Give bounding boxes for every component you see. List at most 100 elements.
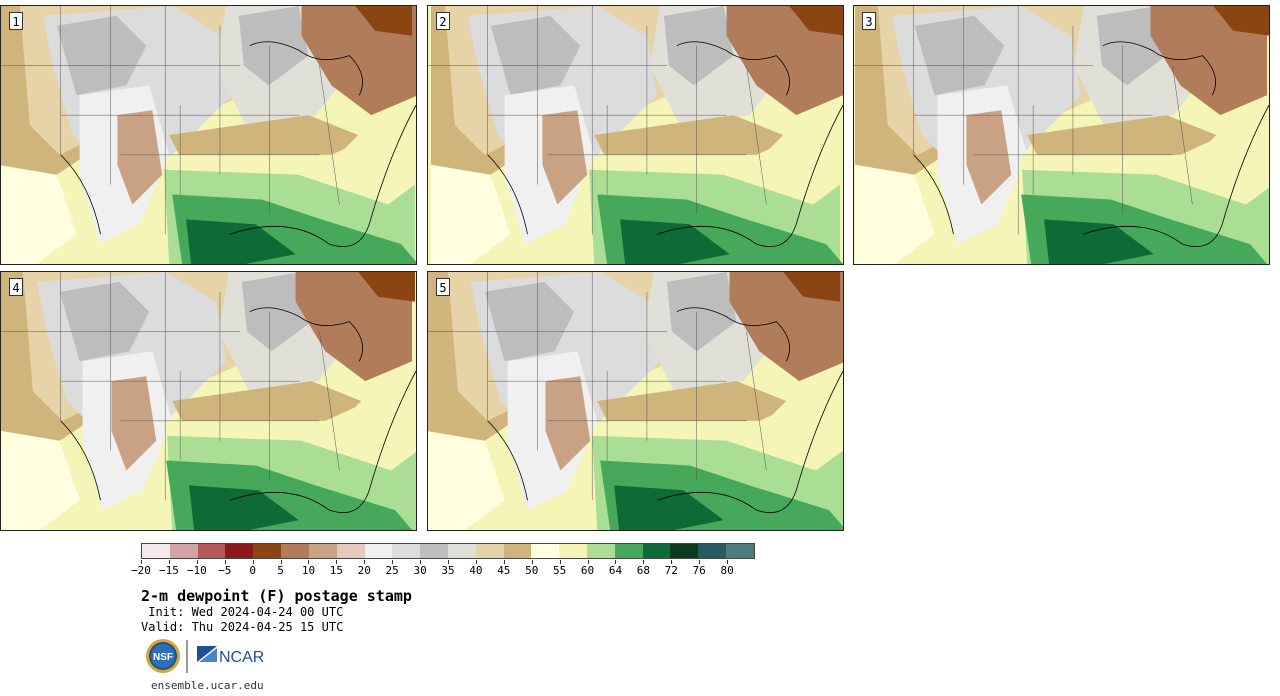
- map-drawing: [428, 6, 843, 264]
- state-boundary: [319, 65, 340, 205]
- colorbar-tick-label: −20: [131, 564, 151, 577]
- map-shade-region: [117, 110, 163, 205]
- colorbar-cell: [392, 544, 421, 558]
- colorbar-tick: [280, 560, 282, 564]
- colorbar-tick: [168, 560, 170, 564]
- colorbar-tick-label: 60: [580, 564, 595, 577]
- colorbar-cell: [642, 544, 671, 558]
- colorbar-tick: [503, 560, 505, 564]
- colorbar-cell: [197, 544, 226, 558]
- map-shade-region: [914, 15, 1005, 96]
- colorbar-tick-label: −10: [186, 564, 207, 577]
- map-shade-region: [620, 219, 730, 264]
- great-lakes-outline: [676, 41, 790, 96]
- map-shade-region: [783, 272, 841, 302]
- colorbar-cell: [559, 544, 587, 558]
- great-lakes-outline: [249, 307, 363, 362]
- colorbar-tick-label: 55: [553, 564, 567, 577]
- map-shade-region: [428, 431, 505, 530]
- map-shade-region: [542, 110, 588, 205]
- map-shade-region: [238, 6, 309, 86]
- colorbar-tick: [141, 560, 142, 564]
- colorbar-tick-label: 76: [692, 564, 706, 577]
- great-lakes-outline: [1102, 41, 1216, 96]
- map-shade-region: [666, 272, 737, 352]
- colorbar-tick: [308, 560, 310, 564]
- colorbar-tick-label: 5: [277, 564, 284, 577]
- map-shade-region: [430, 164, 511, 264]
- colorbar-tick: [448, 560, 449, 564]
- colorbar-tick: [392, 560, 394, 564]
- colorbar-cell: [726, 544, 754, 558]
- state-boundary: [319, 331, 340, 471]
- colorbar-cell: [420, 544, 448, 558]
- map-drawing: [428, 272, 843, 530]
- map-shade-region: [59, 281, 150, 362]
- map-panel-4[interactable]: 4: [0, 271, 417, 531]
- map-shade-region: [729, 272, 843, 382]
- map-drawing: [1, 6, 416, 264]
- colorbar-tick-label: 10: [301, 564, 316, 577]
- plot-title: 2-m dewpoint (F) postage stamp: [141, 587, 412, 605]
- colorbar-tick-label: 25: [385, 564, 399, 577]
- colorbar-tick-label: −5: [218, 564, 232, 577]
- colorbar-tick: [531, 560, 533, 564]
- colorbar-tick: [615, 560, 617, 564]
- map-shade-region: [301, 6, 416, 116]
- map-shade-region: [1, 430, 80, 530]
- colorbar-tick: [224, 560, 226, 564]
- colorbar-cell: [225, 544, 254, 558]
- logos: NSF NCAR: [145, 638, 285, 676]
- ncar-logo-text: NCAR: [219, 649, 264, 666]
- colorbar-cell: [364, 544, 393, 558]
- init-time: Init: Wed 2024-04-24 00 UTC: [141, 605, 344, 619]
- nsf-ncar-logo-icon: NSF NCAR: [146, 639, 264, 673]
- coastline: [913, 105, 1269, 248]
- map-shade-region: [663, 6, 734, 86]
- map-drawing: [854, 6, 1269, 264]
- map-panel-3[interactable]: 3: [853, 5, 1270, 265]
- map-shade-region: [1044, 219, 1154, 264]
- colorbar-tick: [420, 560, 422, 564]
- colorbar-cell: [281, 544, 309, 558]
- map-panel-2[interactable]: 2: [427, 5, 844, 265]
- colorbar-cell: [614, 544, 643, 558]
- colorbar-cell: [142, 544, 170, 558]
- map-shade-region: [490, 15, 581, 96]
- map-shade-region: [111, 376, 157, 471]
- map-shade-region: [1150, 6, 1268, 116]
- map-shade-region: [1, 165, 77, 264]
- state-boundary: [746, 331, 767, 471]
- map-shade-region: [484, 281, 575, 362]
- colorbar-tick-label: 15: [329, 564, 343, 577]
- map-panel-5[interactable]: 5: [427, 271, 844, 531]
- coastline: [60, 105, 416, 248]
- colorbar-tick-label: 0: [249, 564, 256, 577]
- map-shade-region: [789, 6, 843, 36]
- map-shade-region: [241, 272, 312, 352]
- state-boundary: [746, 65, 767, 205]
- map-drawing: [1, 272, 416, 530]
- coastline: [60, 371, 416, 514]
- map-shade-region: [358, 272, 416, 302]
- panel-label: 4: [9, 278, 23, 296]
- great-lakes-outline: [249, 41, 363, 96]
- state-boundary: [1172, 65, 1193, 205]
- colorbar-tick-label: 68: [636, 564, 650, 577]
- colorbar-cell: [531, 544, 560, 558]
- map-shade-region: [189, 485, 299, 530]
- colorbar-cell: [253, 544, 282, 558]
- colorbar-tick-label: 35: [441, 564, 455, 577]
- colorbar-cell: [447, 544, 476, 558]
- colorbar-cell: [503, 544, 532, 558]
- map-panel-1[interactable]: 1: [0, 5, 417, 265]
- colorbar-tick-label: 30: [413, 564, 427, 577]
- colorbar-tick: [196, 560, 198, 564]
- colorbar-cell: [475, 544, 504, 558]
- colorbar-tick: [559, 560, 561, 564]
- colorbar-tick-label: 45: [497, 564, 511, 577]
- footer-link[interactable]: ensemble.ucar.edu: [151, 679, 264, 692]
- great-lakes-outline: [676, 307, 790, 362]
- colorbar-tick-label: 72: [664, 564, 678, 577]
- colorbar-tick-label: 20: [357, 564, 371, 577]
